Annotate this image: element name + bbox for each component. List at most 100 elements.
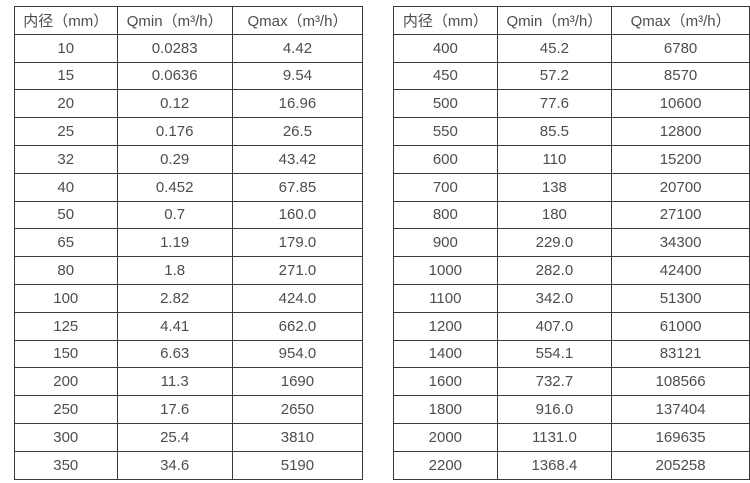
table-cell: 205258 <box>611 450 750 480</box>
table-cell: 80 <box>14 256 118 285</box>
table-cell: 32 <box>14 144 118 174</box>
table-cell: 138 <box>496 172 613 202</box>
table-row: 25 0.176 26.5 <box>14 117 364 146</box>
table-cell: 20 <box>14 89 118 119</box>
table-cell: 160.0 <box>231 200 364 230</box>
table-row: 40 0.452 67.85 <box>14 172 364 202</box>
table-cell: 0.176 <box>116 117 233 146</box>
table-row: 80 1.8 271.0 <box>14 256 364 285</box>
table-cell: 10 <box>14 33 118 63</box>
table-cell: 57.2 <box>496 61 613 91</box>
table-cell: 125 <box>14 311 118 341</box>
table-row: 20 0.12 16.96 <box>14 89 364 119</box>
table-cell: 15 <box>14 61 118 91</box>
table-cell: 2000 <box>393 422 498 452</box>
table-row: 1000 282.0 42400 <box>393 256 750 285</box>
table-cell: 200 <box>14 367 118 397</box>
table-row: 10 0.0283 4.42 <box>14 33 364 63</box>
table-cell: 0.29 <box>116 144 233 174</box>
table-row: 550 85.5 12800 <box>393 117 750 146</box>
table-cell: 61000 <box>611 311 750 341</box>
table-cell: 2.82 <box>116 283 233 313</box>
table-cell: 26.5 <box>231 117 364 146</box>
table-cell: 5190 <box>231 450 364 480</box>
header-row: 内径（mm） Qmin（m³/h） Qmax（m³/h） <box>393 6 750 35</box>
table-cell: 550 <box>393 117 498 146</box>
flow-table-small-diameters: 内径（mm） Qmin（m³/h） Qmax（m³/h） 10 0.0283 4.42 15… <box>14 6 364 480</box>
column-header: 内径（mm） <box>393 6 498 35</box>
table-cell: 900 <box>393 228 498 258</box>
table-cell: 1400 <box>393 339 498 369</box>
table-row: 600 110 15200 <box>393 144 750 174</box>
table-cell: 6.63 <box>116 339 233 369</box>
table-cell: 4.41 <box>116 311 233 341</box>
table-cell: 45.2 <box>496 33 613 63</box>
column-header: Qmin（m³/h） <box>116 6 233 35</box>
table-cell: 1800 <box>393 395 498 424</box>
column-header: Qmax（m³/h） <box>231 6 364 35</box>
table-cell: 1200 <box>393 311 498 341</box>
table-row: 900 229.0 34300 <box>393 228 750 258</box>
table-cell: 85.5 <box>496 117 613 146</box>
table-cell: 83121 <box>611 339 750 369</box>
table-row: 200 11.3 1690 <box>14 367 364 397</box>
table-cell: 1368.4 <box>496 450 613 480</box>
table-cell: 2200 <box>393 450 498 480</box>
table-row: 350 34.6 5190 <box>14 450 364 480</box>
column-header: Qmax（m³/h） <box>611 6 750 35</box>
table-cell: 282.0 <box>496 256 613 285</box>
table-cell: 11.3 <box>116 367 233 397</box>
table-row: 100 2.82 424.0 <box>14 283 364 313</box>
table-cell: 9.54 <box>231 61 364 91</box>
table-row: 800 180 27100 <box>393 200 750 230</box>
table-cell: 34.6 <box>116 450 233 480</box>
table-cell: 77.6 <box>496 89 613 119</box>
table-cell: 407.0 <box>496 311 613 341</box>
table-row: 1400 554.1 83121 <box>393 339 750 369</box>
table-cell: 43.42 <box>231 144 364 174</box>
table-cell: 1690 <box>231 367 364 397</box>
table-cell: 0.0636 <box>116 61 233 91</box>
table-cell: 27100 <box>611 200 750 230</box>
table-cell: 342.0 <box>496 283 613 313</box>
table-cell: 1600 <box>393 367 498 397</box>
table-cell: 108566 <box>611 367 750 397</box>
table-cell: 40 <box>14 172 118 202</box>
table-cell: 17.6 <box>116 395 233 424</box>
table-row: 700 138 20700 <box>393 172 750 202</box>
table-cell: 42400 <box>611 256 750 285</box>
table-row: 50 0.7 160.0 <box>14 200 364 230</box>
table-cell: 3810 <box>231 422 364 452</box>
table-cell: 0.12 <box>116 89 233 119</box>
table-row: 1600 732.7 108566 <box>393 367 750 397</box>
table-cell: 732.7 <box>496 367 613 397</box>
table-cell: 10600 <box>611 89 750 119</box>
table-cell: 20700 <box>611 172 750 202</box>
table-cell: 600 <box>393 144 498 174</box>
table-row: 150 6.63 954.0 <box>14 339 364 369</box>
table-cell: 110 <box>496 144 613 174</box>
table-cell: 100 <box>14 283 118 313</box>
table-cell: 137404 <box>611 395 750 424</box>
column-header: 内径（mm） <box>14 6 118 35</box>
table-cell: 500 <box>393 89 498 119</box>
table-row: 1800 916.0 137404 <box>393 395 750 424</box>
table-row: 2000 1131.0 169635 <box>393 422 750 452</box>
table-cell: 51300 <box>611 283 750 313</box>
table-cell: 0.452 <box>116 172 233 202</box>
table-row: 125 4.41 662.0 <box>14 311 364 341</box>
table-row: 500 77.6 10600 <box>393 89 750 119</box>
table-cell: 150 <box>14 339 118 369</box>
table-cell: 400 <box>393 33 498 63</box>
table-row: 32 0.29 43.42 <box>14 144 364 174</box>
table-cell: 4.42 <box>231 33 364 63</box>
table-cell: 554.1 <box>496 339 613 369</box>
table-cell: 250 <box>14 395 118 424</box>
table-cell: 25.4 <box>116 422 233 452</box>
table-cell: 16.96 <box>231 89 364 119</box>
table-cell: 1000 <box>393 256 498 285</box>
flow-table-large-diameters: 内径（mm） Qmin（m³/h） Qmax（m³/h） 400 45.2 6780 450… <box>393 6 750 480</box>
table-cell: 1.19 <box>116 228 233 258</box>
table-cell: 0.7 <box>116 200 233 230</box>
